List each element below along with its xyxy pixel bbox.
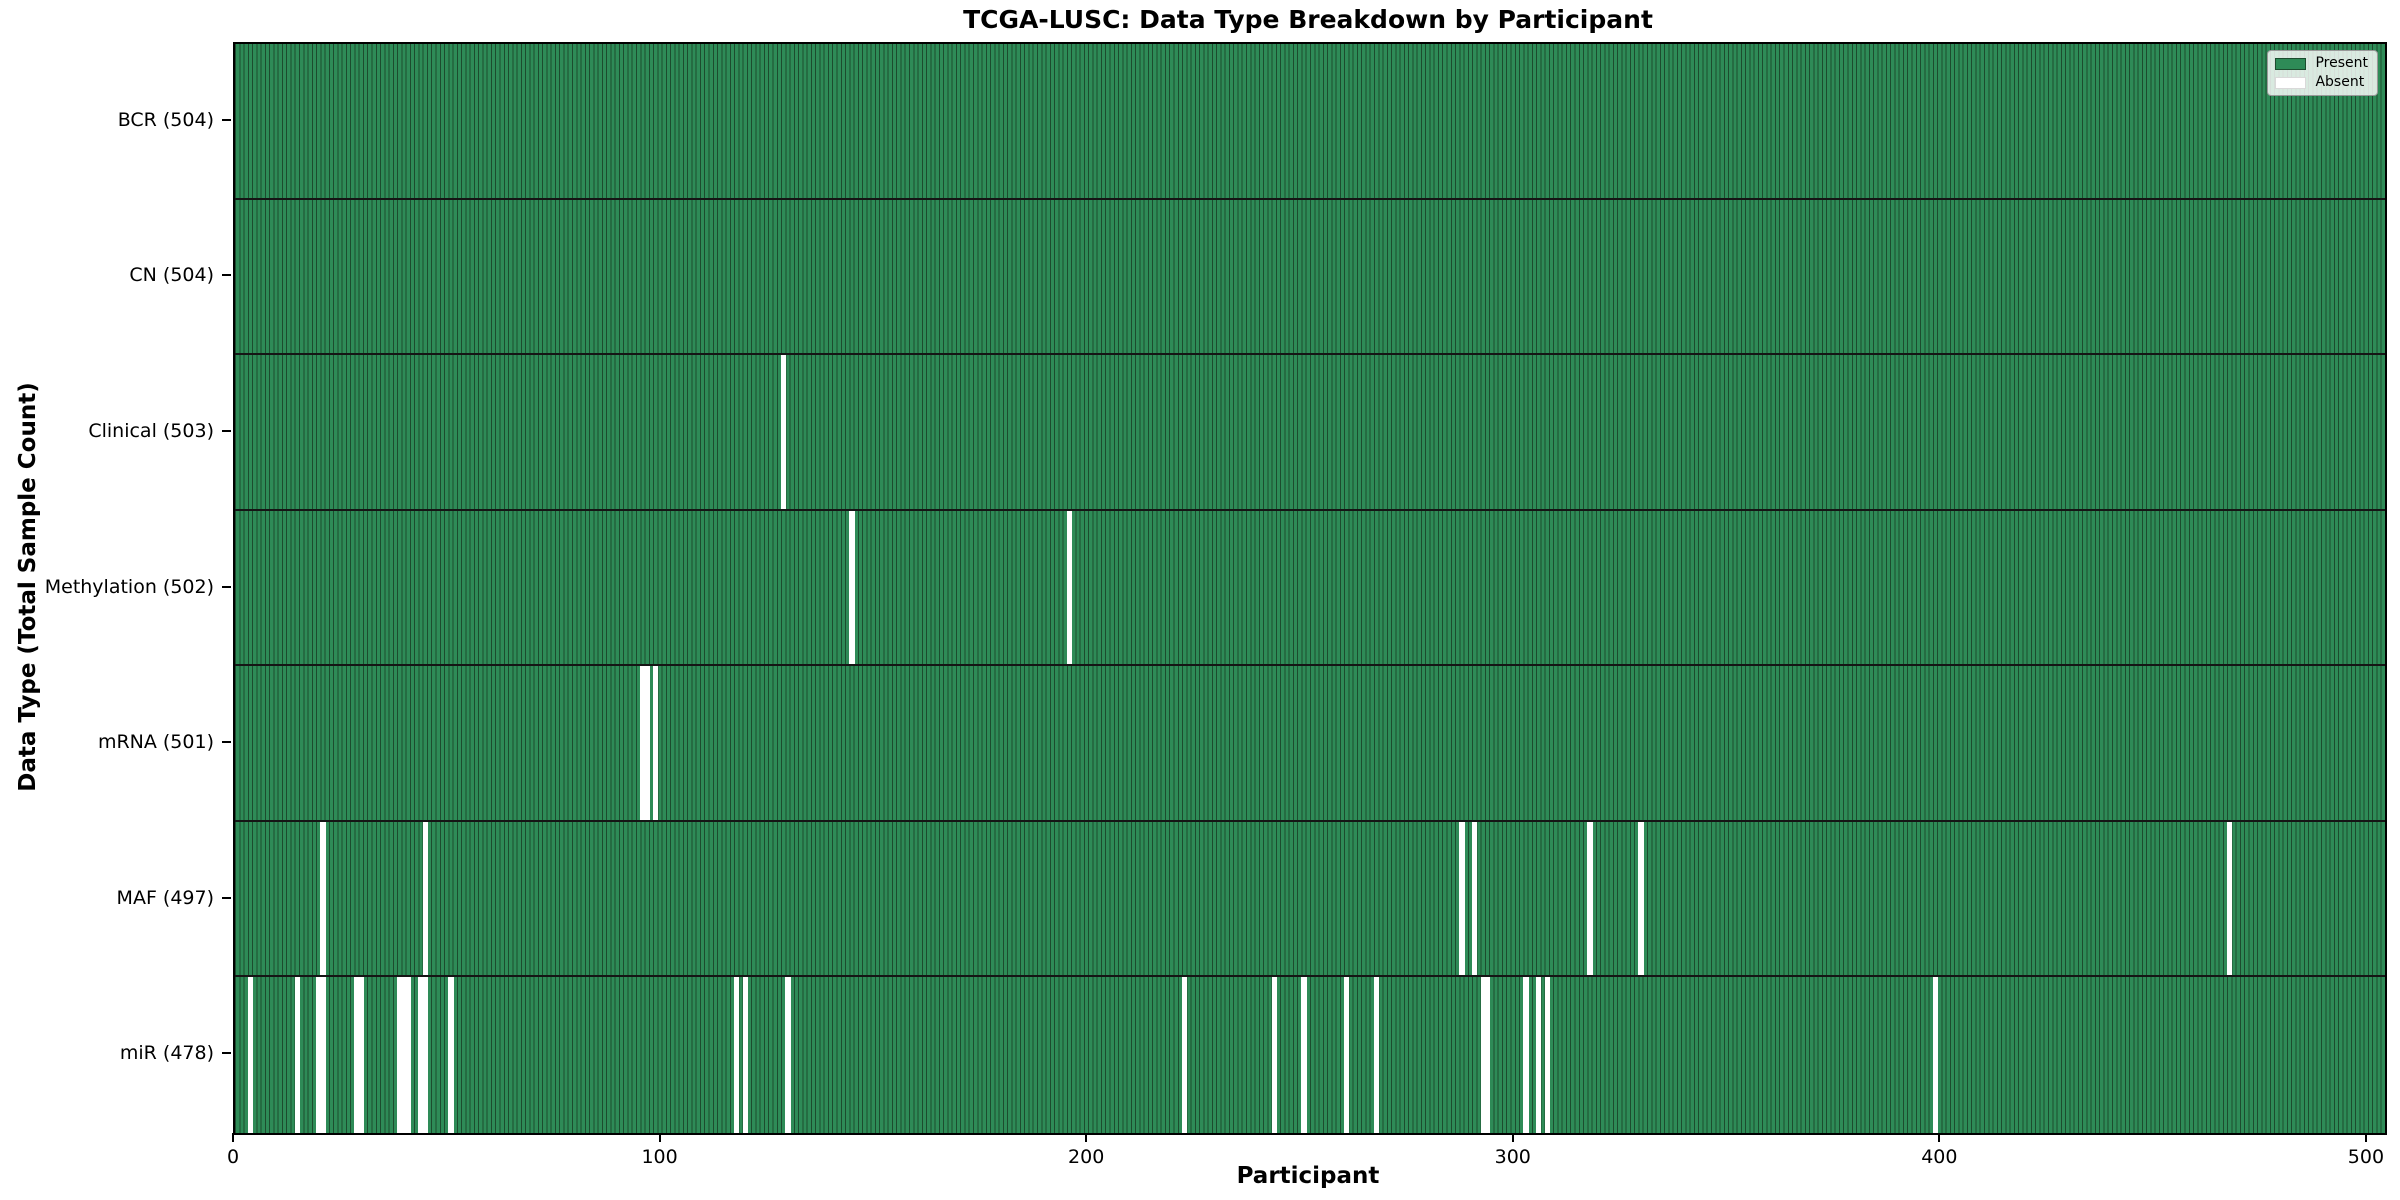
y-tick-label-maf: MAF (497) [116, 886, 214, 909]
absent-stripe [1544, 977, 1550, 1133]
row-mrna [235, 666, 2385, 822]
absent-stripe [644, 666, 650, 822]
absent-stripe [2227, 821, 2233, 978]
row-clinical [235, 355, 2385, 511]
y-tick-mark [222, 741, 231, 744]
y-tick-mark [222, 118, 231, 121]
x-tick-mark [2364, 1133, 2367, 1142]
absent-stripe [320, 821, 326, 978]
absent-stripe [1536, 977, 1542, 1133]
absent-stripe [294, 977, 300, 1133]
y-tick-label-cn: CN (504) [129, 264, 214, 287]
absent-stripe [1480, 977, 1486, 1133]
row-bcr [235, 44, 2385, 200]
row-divider [235, 508, 2385, 511]
row-divider [235, 819, 2385, 822]
absent-stripe [1459, 821, 1465, 978]
y-tick-label-mrna: mRNA (501) [97, 731, 214, 754]
absent-stripe [1066, 510, 1073, 667]
absent-stripe [1932, 977, 1939, 1133]
row-cn [235, 199, 2385, 356]
absent-stripe [742, 977, 748, 1133]
chart-title: TCGA-LUSC: Data Type Breakdown by Partic… [963, 5, 1653, 34]
legend-item-present: Present [2275, 56, 2368, 71]
row-mir [235, 977, 2385, 1133]
row-methylation [235, 510, 2385, 667]
y-tick-mark [222, 1052, 231, 1055]
y-tick-mark [222, 896, 231, 899]
absent-stripe [781, 355, 787, 511]
x-tick-mark [1511, 1133, 1514, 1142]
legend-label-absent: Absent [2315, 74, 2365, 90]
absent-stripe [734, 977, 740, 1133]
absent-stripe [422, 977, 428, 1133]
y-tick-mark [222, 429, 231, 432]
absent-stripe [1271, 977, 1277, 1133]
absent-stripe [358, 977, 364, 1133]
present-swatch [2275, 57, 2307, 70]
absent-stripe [849, 510, 855, 667]
y-tick-label-bcr: BCR (504) [117, 108, 214, 131]
absent-stripe [1301, 977, 1307, 1133]
x-tick-mark [1938, 1133, 1941, 1142]
y-tick-label-clinical: Clinical (503) [88, 419, 214, 442]
x-axis-label: Participant [1236, 1163, 1380, 1189]
legend-label-present: Present [2315, 55, 2368, 71]
absent-stripe [785, 977, 791, 1133]
absent-stripe [448, 977, 454, 1133]
plot-area: Present Absent [233, 42, 2387, 1135]
absent-stripe [653, 666, 659, 822]
absent-stripe [1182, 977, 1188, 1133]
row-divider [235, 664, 2385, 667]
x-tick-label-200: 200 [1068, 1146, 1105, 1168]
absent-stripe [418, 977, 424, 1133]
row-divider [235, 197, 2385, 200]
absent-stripe [1344, 977, 1350, 1133]
y-tick-label-methylation: Methylation (502) [44, 575, 214, 598]
absent-stripe [401, 977, 407, 1133]
row-divider [235, 975, 2385, 978]
absent-stripe [320, 977, 326, 1133]
x-tick-label-500: 500 [2347, 1146, 2385, 1168]
x-tick-label-400: 400 [1921, 1146, 1958, 1168]
absent-stripe [1587, 821, 1593, 978]
absent-stripe [640, 666, 646, 822]
absent-stripe [397, 977, 403, 1133]
legend-item-absent: Absent [2275, 75, 2368, 90]
absent-stripe [1638, 821, 1644, 978]
absent-stripe [354, 977, 360, 1133]
y-tick-mark [222, 274, 231, 277]
legend: Present Absent [2267, 50, 2378, 96]
y-tick-label-mir: miR (478) [119, 1042, 214, 1065]
absent-stripe [1523, 977, 1529, 1133]
x-tick-mark [1085, 1133, 1088, 1142]
absent-stripe [405, 977, 411, 1133]
x-tick-mark [658, 1133, 661, 1142]
x-tick-label-0: 0 [226, 1146, 240, 1168]
absent-swatch [2275, 76, 2307, 89]
y-tick-mark [222, 585, 231, 588]
absent-stripe [316, 977, 322, 1133]
absent-stripe [1472, 821, 1478, 978]
absent-stripe [1484, 977, 1491, 1133]
absent-stripe [422, 821, 428, 978]
row-divider [235, 353, 2385, 356]
x-tick-label-100: 100 [641, 1146, 678, 1168]
row-maf [235, 821, 2385, 978]
absent-stripe [247, 977, 254, 1133]
x-tick-mark [232, 1133, 234, 1142]
x-tick-label-300: 300 [1494, 1146, 1531, 1168]
absent-stripe [1373, 977, 1380, 1133]
